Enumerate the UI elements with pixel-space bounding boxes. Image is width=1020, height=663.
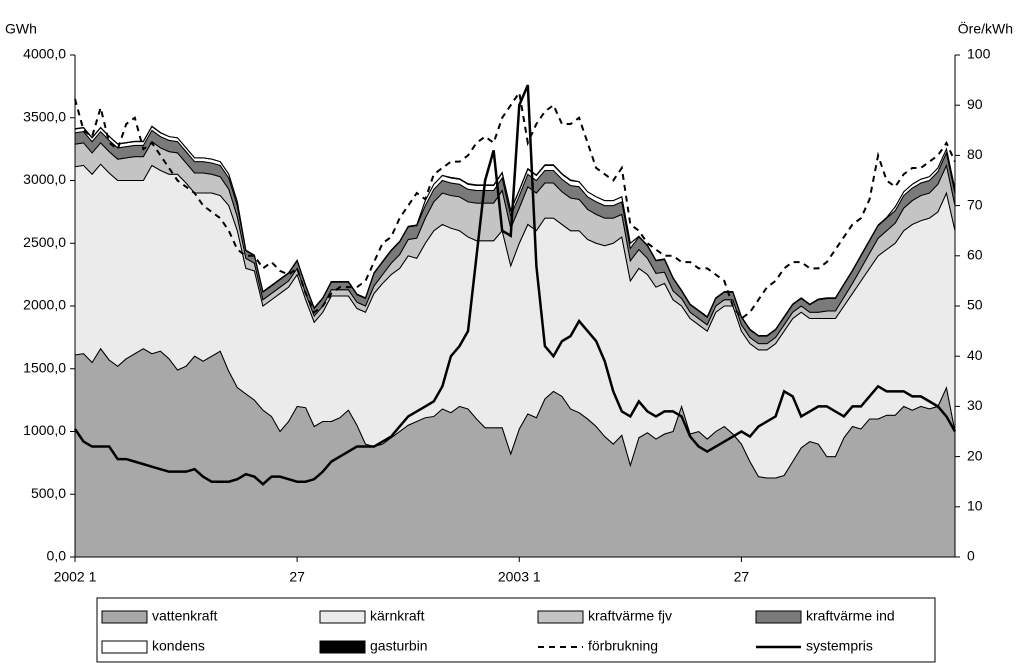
y2-tick-label: 80: [967, 146, 983, 162]
y2-tick-label: 40: [967, 347, 983, 363]
legend-label: vattenkraft: [152, 608, 217, 624]
legend-label: kraftvärme fjv: [588, 608, 672, 624]
y-axis-label: GWh: [5, 21, 37, 37]
y2-tick-label: 0: [967, 548, 975, 564]
y-tick-label: 1500,0: [23, 359, 66, 375]
area-5: [74, 125, 956, 336]
legend-label: förbrukning: [588, 638, 658, 654]
line-6: [74, 90, 956, 320]
legend-swatch: [537, 610, 584, 624]
legend-swatch: [101, 640, 148, 654]
y-tick-label: 2000,0: [23, 297, 66, 313]
x-tick-label: 2002 1: [54, 569, 97, 585]
y2-tick-label: 30: [967, 397, 983, 413]
y-tick-label: 0,0: [47, 548, 67, 564]
y-tick-label: 1000,0: [23, 422, 66, 438]
y2-axis-label: Öre/kWh: [958, 20, 1013, 37]
y-tick-label: 4000,0: [23, 46, 66, 62]
x-tick-label: 27: [734, 569, 750, 585]
legend-label: systempris: [806, 638, 873, 654]
legend-swatch: [319, 610, 366, 624]
line-7: [73, 84, 957, 486]
y2-tick-label: 20: [967, 447, 983, 463]
y2-tick-label: 60: [967, 247, 983, 263]
x-tick-label: 2003 1: [498, 569, 541, 585]
legend-swatch: [755, 610, 802, 624]
legend-swatch: [319, 640, 366, 654]
legend-box: [96, 597, 936, 663]
y-tick-label: 2500,0: [23, 234, 66, 250]
y-tick-label: 3500,0: [23, 108, 66, 124]
y2-tick-label: 90: [967, 96, 983, 112]
y2-tick-label: 100: [967, 46, 991, 62]
y-tick-label: 3000,0: [23, 171, 66, 187]
legend-label: kraftvärme ind: [806, 608, 895, 624]
legend-swatch: [101, 610, 148, 624]
legend-label: kärnkraft: [370, 608, 425, 624]
legend-label: kondens: [152, 638, 205, 654]
x-tick-label: 27: [289, 569, 305, 585]
legend-label: gasturbin: [370, 638, 428, 654]
y-tick-label: 500,0: [31, 485, 66, 501]
y2-tick-label: 50: [967, 297, 983, 313]
y2-tick-label: 10: [967, 498, 983, 514]
y2-tick-label: 70: [967, 196, 983, 212]
